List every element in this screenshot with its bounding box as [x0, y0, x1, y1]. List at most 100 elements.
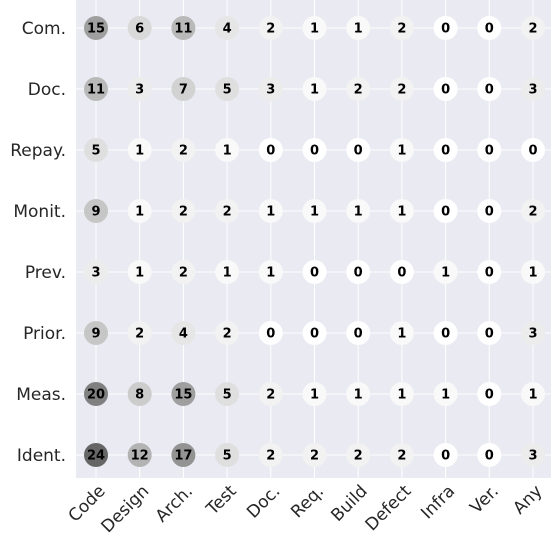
bubble [346, 382, 371, 406]
bubble [127, 138, 152, 162]
bubble [346, 260, 371, 284]
bubbles: 15 6 11 4 2 1 1 2 0 0 211 3 7 5 3 1 2 2 0 0 35 1 2 1 0 0 0 1 0 0 09 1 2 2… [84, 16, 545, 467]
bubble-cell: 0 [477, 199, 502, 223]
bubble [84, 321, 108, 345]
bubble [84, 443, 108, 467]
y-tick-label: Repay. [10, 141, 66, 161]
bubble [521, 138, 545, 162]
bubble-cell: 1 [389, 382, 414, 406]
bubble [433, 199, 458, 223]
y-tick-label: Monit. [13, 202, 66, 222]
x-tick-label: Ver. [466, 481, 502, 517]
cell-value-label: 1 [397, 144, 406, 159]
bubble [215, 260, 240, 284]
cell-value-label: 1 [310, 83, 319, 98]
bubble [477, 199, 502, 223]
bubble-cell: 9 [84, 321, 108, 345]
bubble-cell: 2 [389, 77, 414, 101]
cell-value-label: 0 [266, 327, 275, 342]
bubble [433, 16, 458, 40]
bubble-cell: 3 [521, 321, 545, 345]
cell-value-label: 0 [485, 388, 494, 403]
bubble-cell: 1 [215, 260, 240, 284]
cell-value-label: 1 [310, 388, 319, 403]
cell-value-label: 0 [266, 144, 275, 159]
bubble-cell: 2 [258, 382, 283, 406]
cell-value-label: 15 [174, 388, 192, 403]
cell-value-label: 0 [310, 144, 319, 159]
bubble [302, 321, 327, 345]
cell-value-label: 5 [223, 388, 232, 403]
bubble-cell: 0 [477, 382, 502, 406]
bubble [346, 77, 371, 101]
bubble-cell: 2 [171, 138, 196, 162]
bubble-cell: 2 [215, 321, 240, 345]
y-tick-label: Prev. [25, 263, 66, 283]
bubble [127, 443, 152, 467]
cell-value-label: 2 [354, 83, 363, 98]
cell-value-label: 1 [397, 327, 406, 342]
cell-value-label: 2 [266, 449, 275, 464]
bubble-cell: 4 [215, 16, 240, 40]
y-tick-label: Prior. [23, 324, 66, 344]
bubble [215, 16, 240, 40]
bubble-cell: 0 [389, 260, 414, 284]
cell-value-label: 3 [91, 266, 100, 281]
bubble [302, 77, 327, 101]
bubble-cell: 0 [433, 443, 458, 467]
bubble-cell: 0 [433, 77, 458, 101]
bubble-cell: 0 [258, 138, 283, 162]
bubble-cell: 1 [346, 199, 371, 223]
cell-value-label: 5 [223, 449, 232, 464]
bubble-cell: 2 [171, 199, 196, 223]
bubble [477, 16, 502, 40]
bubble-cell: 24 [84, 443, 108, 467]
bubble [84, 16, 108, 40]
cell-value-label: 2 [223, 327, 232, 342]
cell-value-label: 0 [441, 205, 450, 220]
cell-value-label: 1 [223, 144, 232, 159]
bubble [171, 443, 196, 467]
bubble [389, 443, 414, 467]
bubble [258, 199, 283, 223]
bubble [346, 16, 371, 40]
bubble-cell: 1 [258, 199, 283, 223]
cell-value-label: 1 [441, 388, 450, 403]
bubble-cell: 1 [433, 260, 458, 284]
bubble-cell: 5 [215, 382, 240, 406]
y-axis-tick-labels: Com. Doc. Repay. Monit. Prev. Prior. Meas. Iden… [10, 19, 66, 466]
cell-value-label: 2 [354, 449, 363, 464]
cell-value-label: 24 [87, 449, 105, 464]
bubble-cell: 0 [433, 321, 458, 345]
bubble-cell: 2 [389, 443, 414, 467]
cell-value-label: 2 [223, 205, 232, 220]
cell-value-label: 1 [441, 266, 450, 281]
bubble-cell: 5 [215, 443, 240, 467]
x-tick-label: Any [509, 481, 546, 518]
bubble-cell: 0 [346, 138, 371, 162]
cell-value-label: 0 [485, 144, 494, 159]
bubble [258, 382, 283, 406]
bubble-cell: 2 [346, 77, 371, 101]
x-tick-label: Test [202, 481, 241, 520]
bubble [477, 77, 502, 101]
bubble [521, 16, 545, 40]
plot-background [76, 0, 551, 478]
cell-value-label: 1 [354, 22, 363, 37]
bubble [215, 199, 240, 223]
cell-value-label: 7 [179, 83, 188, 98]
bubble [389, 260, 414, 284]
bubble [215, 77, 240, 101]
bubble [127, 321, 152, 345]
cell-value-label: 2 [397, 83, 406, 98]
cell-value-label: 11 [87, 83, 105, 98]
bubble-cell: 8 [127, 382, 152, 406]
bubble-cell: 0 [477, 260, 502, 284]
cell-value-label: 1 [266, 266, 275, 281]
bubble [127, 199, 152, 223]
cell-value-label: 3 [528, 327, 537, 342]
bubble-cell: 12 [127, 443, 152, 467]
cell-value-label: 1 [223, 266, 232, 281]
bubble-cell: 2 [171, 260, 196, 284]
